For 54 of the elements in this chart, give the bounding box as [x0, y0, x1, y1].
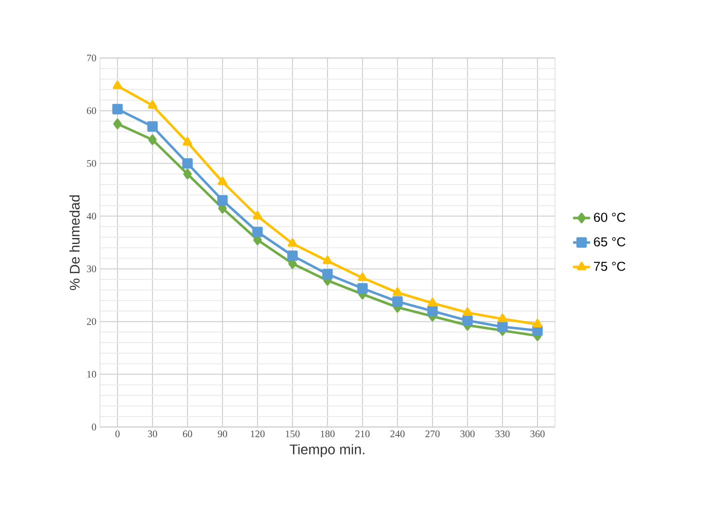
- y-tick-label: 60: [86, 107, 96, 114]
- x-tick-label: 150: [286, 430, 300, 438]
- point: [287, 250, 298, 261]
- x-tick-label: 30: [148, 430, 158, 438]
- legend-label: 60 °C: [594, 212, 626, 222]
- x-tick-label: 120: [250, 430, 265, 438]
- x-tick-label: 60: [182, 430, 192, 438]
- y-tick-label: 30: [87, 265, 96, 272]
- point: [322, 268, 333, 280]
- point: [252, 210, 262, 220]
- point: [462, 307, 472, 316]
- point: [392, 287, 402, 296]
- point: [183, 168, 192, 180]
- y-tick-label: 70: [87, 54, 96, 62]
- y-tick-label: 20: [86, 318, 96, 325]
- x-tick-label: 0: [115, 430, 120, 438]
- point: [427, 306, 438, 316]
- x-tick-label: 210: [355, 430, 370, 438]
- point: [218, 176, 228, 186]
- point: [112, 80, 122, 90]
- point: [322, 256, 332, 264]
- x-tick-label: 270: [425, 430, 440, 438]
- x-tick-label: 90: [218, 430, 228, 438]
- y-tick-label: 40: [86, 212, 96, 220]
- y-tick-label: 50: [87, 160, 96, 167]
- x-tick-label: 300: [460, 430, 475, 438]
- y-tick-label: 0: [92, 424, 96, 430]
- point: [532, 318, 542, 328]
- point: [182, 137, 192, 146]
- point: [357, 283, 368, 294]
- point: [148, 134, 157, 145]
- point: [113, 118, 122, 130]
- point: [392, 296, 403, 307]
- y-tick-label: 10: [87, 370, 96, 378]
- point: [288, 238, 298, 247]
- x-tick-label: 360: [530, 430, 545, 438]
- point: [112, 104, 123, 114]
- point: [148, 100, 158, 109]
- x-tick-label: 240: [390, 430, 405, 438]
- y-axis-title: % De humedad: [69, 195, 80, 290]
- point: [462, 315, 473, 326]
- legend-label: 65 °C: [594, 237, 626, 246]
- x-axis-title: Tiempo min.: [290, 444, 364, 458]
- point: [252, 226, 263, 238]
- point: [497, 322, 508, 332]
- point: [182, 158, 193, 169]
- point: [428, 298, 438, 306]
- legend-label: 75 °C: [594, 262, 626, 271]
- x-tick-label: 180: [320, 430, 335, 438]
- point: [147, 121, 158, 132]
- point: [358, 272, 368, 282]
- point: [498, 314, 508, 322]
- x-tick-label: 330: [496, 430, 510, 438]
- point: [217, 195, 228, 206]
